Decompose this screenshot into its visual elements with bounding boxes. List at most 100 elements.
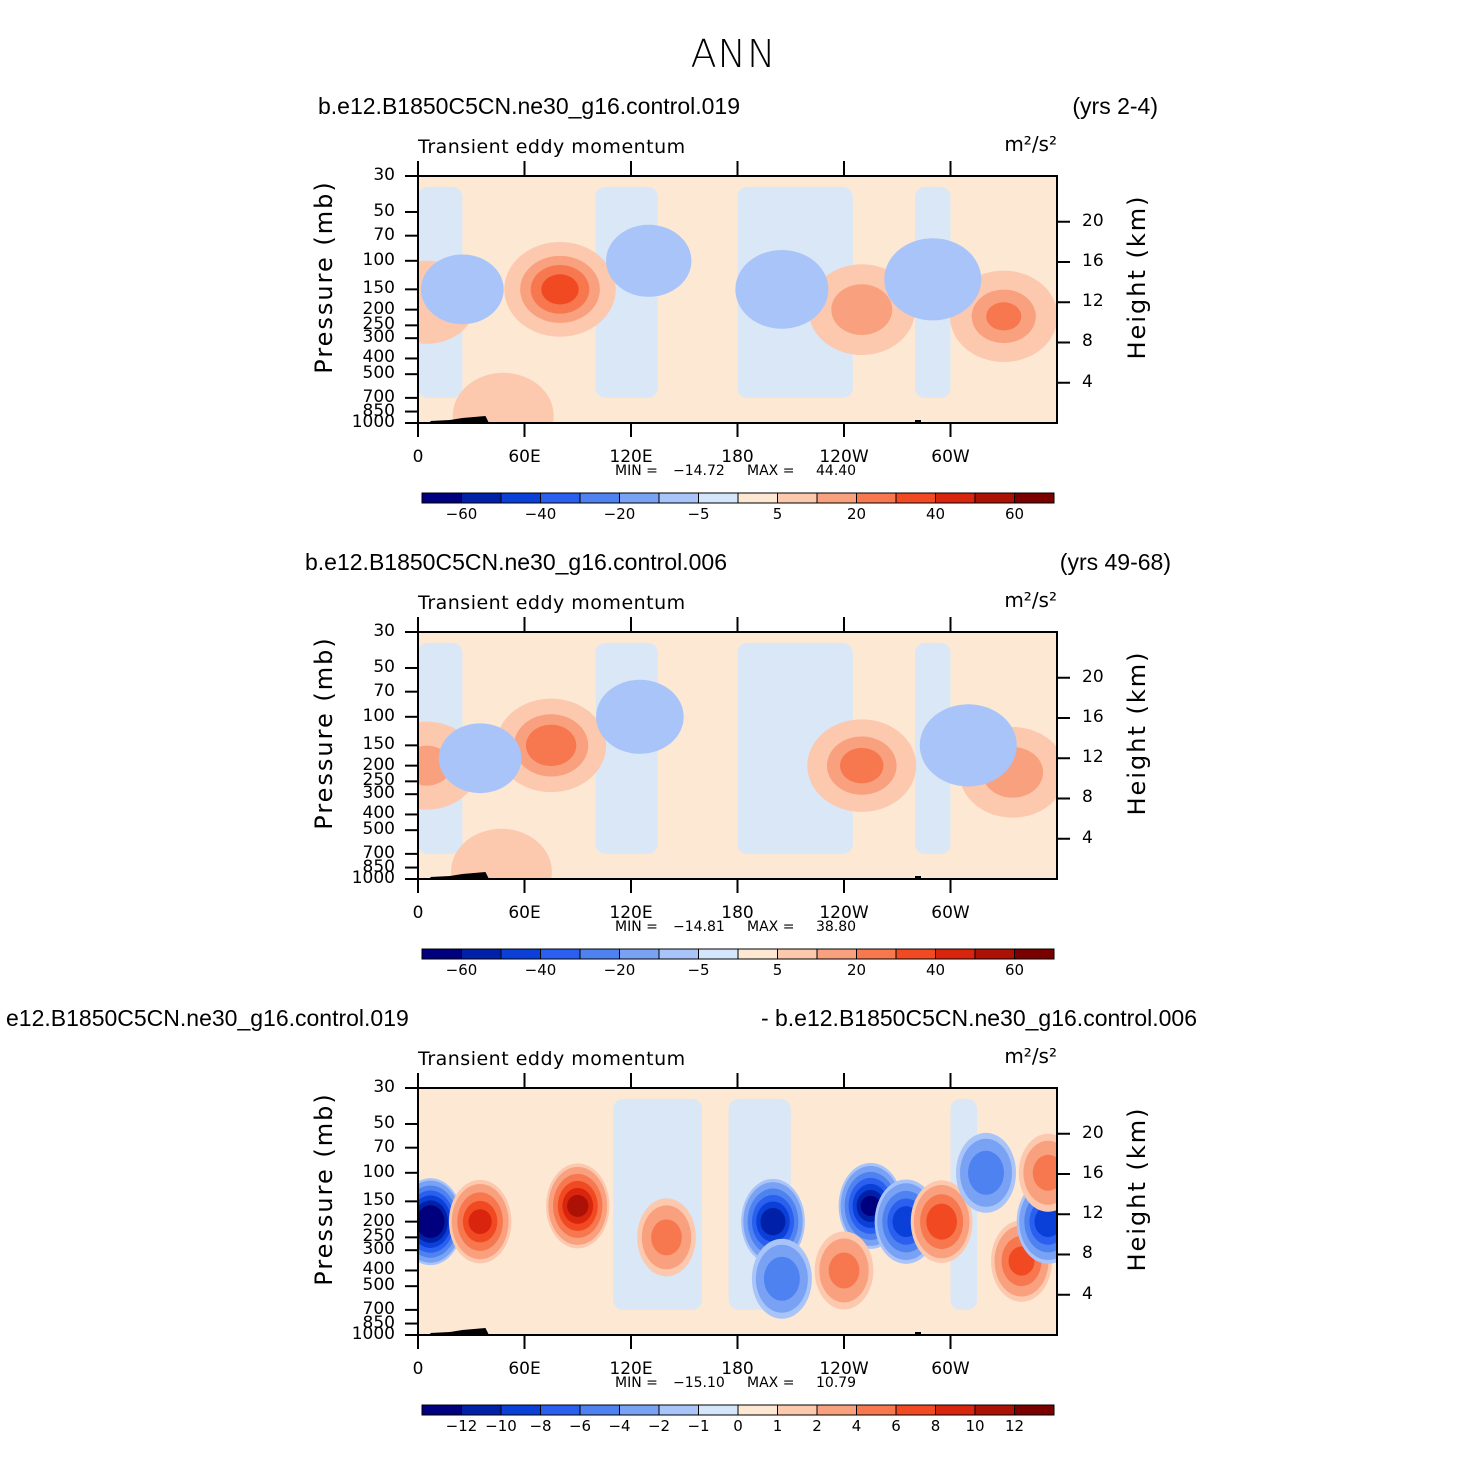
- colorbar-label: −2: [647, 1417, 671, 1435]
- x-tick-label: 60W: [931, 903, 970, 923]
- x-tick-label: 0: [412, 903, 424, 923]
- min-label: MIN =: [615, 1375, 658, 1391]
- topography-andes: [915, 420, 921, 423]
- y-tick-label: 850: [362, 856, 395, 877]
- y2-tick-label: 16: [1082, 706, 1104, 727]
- y-tick-label: 100: [362, 705, 395, 726]
- colorbar-label: −5: [687, 961, 710, 979]
- y-tick-label: 1000: [351, 1324, 395, 1344]
- colorbar-label: 5: [772, 961, 783, 979]
- figure-title: ANN: [690, 32, 777, 76]
- min-value: −14.81: [673, 919, 725, 935]
- units-text: m²/s²: [1004, 132, 1057, 156]
- y-tick-label: 30: [373, 1077, 395, 1097]
- colorbar-box: [777, 1404, 818, 1416]
- y-tick-label: 300: [362, 327, 395, 348]
- colorbar-label: −40: [524, 505, 557, 523]
- colorbar-box: [935, 1404, 976, 1416]
- contour-fill: [419, 1210, 442, 1234]
- colorbar-label: −12: [445, 1417, 478, 1435]
- y-axis-label: Pressure (mb): [310, 1091, 338, 1286]
- colorbar-box: [461, 1404, 502, 1416]
- contour-fill: [860, 1195, 881, 1216]
- y-tick-label: 250: [362, 770, 395, 791]
- x-tick-label: 60E: [508, 903, 541, 923]
- colorbar-box: [421, 1404, 462, 1416]
- colorbar-label: −20: [603, 505, 636, 523]
- y-tick-label: 200: [362, 1210, 395, 1231]
- x-tick-label: 120W: [819, 447, 869, 467]
- units-label: m²/s²: [857, 1044, 1057, 1068]
- contour-fill: [831, 284, 893, 335]
- x-tick-label: 120E: [609, 903, 653, 923]
- y-tick-label: 500: [362, 1275, 395, 1296]
- contour-fill: [968, 1150, 1004, 1195]
- y2-tick-label: 8: [1082, 787, 1093, 808]
- colorbar-label: 1: [772, 1417, 783, 1435]
- contour-fill: [452, 372, 554, 423]
- x-tick-label: 180: [721, 447, 754, 467]
- colorbar-label: −1: [687, 1417, 710, 1435]
- y2-tick-label: 12: [1082, 1203, 1104, 1224]
- case-name: b.e12.B1850C5CN.ne30_g16.control.006: [305, 549, 727, 575]
- contour-fill: [840, 747, 884, 784]
- min-label: MIN =: [615, 463, 658, 479]
- contour-fill: [919, 704, 1017, 787]
- contour-fill: [1034, 1206, 1057, 1238]
- contour-fill: [986, 302, 1022, 331]
- y-tick-label: 400: [362, 1259, 395, 1280]
- y-tick-label: 150: [362, 1190, 395, 1211]
- y-tick-label: 70: [373, 680, 395, 701]
- panel-title: Transient eddy momentum: [418, 592, 686, 614]
- colorbar-label: −40: [524, 961, 557, 979]
- colorbar-label: −60: [445, 505, 478, 523]
- colorbar-box: [737, 1404, 778, 1416]
- y-tick-label: 250: [362, 1226, 395, 1247]
- topography: [430, 1328, 489, 1335]
- y-tick-label: 500: [362, 363, 395, 384]
- max-value: 38.80: [816, 919, 857, 935]
- contour-fill: [651, 1219, 682, 1256]
- y-tick-label: 300: [362, 783, 395, 804]
- max-value: 10.79: [816, 1375, 857, 1391]
- contour-fill: [735, 249, 829, 329]
- max-label: MAX =: [747, 1375, 795, 1391]
- y2-tick-label: 12: [1082, 291, 1104, 312]
- contour-fill: [468, 1209, 492, 1235]
- x-tick-label: 120W: [819, 1359, 869, 1379]
- contour-fill: [884, 238, 982, 321]
- y-tick-label: 300: [362, 1239, 395, 1260]
- units-label: m²/s²: [857, 588, 1057, 612]
- x-tick-label: 0: [412, 1359, 424, 1379]
- years-label: - b.e12.B1850C5CN.ne30_g16.control.006: [760, 1005, 1197, 1031]
- min-value: −15.10: [673, 1375, 725, 1391]
- colorbar-box: [540, 1404, 581, 1416]
- y-tick-label: 400: [362, 347, 395, 368]
- max-label: MAX =: [747, 463, 795, 479]
- colorbar-box: [500, 1404, 541, 1416]
- panel-title: Transient eddy momentum: [418, 1048, 686, 1070]
- contour-fill: [926, 1203, 957, 1240]
- y2-tick-label: 20: [1082, 666, 1104, 687]
- y2-tick-label: 16: [1082, 1162, 1104, 1183]
- colorbar-label: 40: [925, 961, 946, 979]
- contour-fill: [421, 254, 504, 325]
- years-label: (yrs 2-4): [1072, 93, 1158, 119]
- colorbar-label: 12: [1004, 1417, 1025, 1435]
- contour-fill: [760, 1207, 786, 1236]
- contour-fill: [438, 723, 522, 794]
- y-tick-label: 1000: [351, 412, 395, 432]
- colorbar-label: 40: [925, 505, 946, 523]
- contour-fill: [567, 1194, 589, 1217]
- y2-tick-label: 16: [1082, 250, 1104, 271]
- topography: [430, 872, 489, 879]
- contour-fill: [606, 224, 692, 297]
- y-tick-label: 700: [362, 386, 395, 407]
- case-name: b.e12.B1850C5CN.ne30_g16.control.019: [318, 93, 740, 119]
- y-tick-label: 200: [362, 298, 395, 319]
- colorbar-label: 5: [772, 505, 783, 523]
- units-text: m²/s²: [1004, 588, 1057, 612]
- units-text: m²/s²: [1004, 1044, 1057, 1068]
